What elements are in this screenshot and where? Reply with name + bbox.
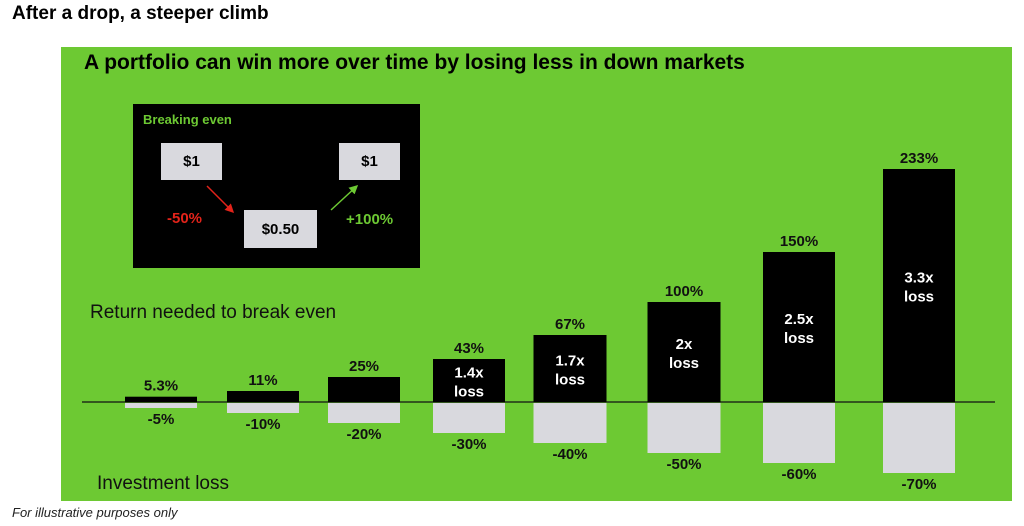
mid-value-box: $0.50	[244, 210, 317, 248]
bar-multiplier-label: loss	[669, 355, 699, 372]
loss-label: -50%	[666, 456, 701, 473]
upper-section-label: Return needed to break even	[90, 302, 337, 323]
loss-bar	[763, 403, 835, 463]
loss-label: -40%	[552, 446, 587, 463]
bar-multiplier-label: 1.7x	[555, 353, 585, 370]
lower-section-label: Investment loss	[97, 473, 229, 494]
bar-multiplier-label: loss	[454, 384, 484, 401]
loss-label: -30%	[451, 436, 486, 453]
loss-bar	[125, 403, 197, 408]
loss-label: -70%	[901, 476, 936, 493]
gain-label: 11%	[248, 372, 277, 389]
gain-label: 5.3%	[144, 378, 178, 395]
gain-bar	[883, 169, 955, 402]
gain-bar	[125, 396, 197, 402]
bar-multiplier-label: loss	[555, 372, 585, 389]
bar-multiplier-label: loss	[904, 289, 934, 306]
gain-label: 150%	[780, 233, 818, 250]
chart-title: A portfolio can win more over time by lo…	[84, 51, 745, 74]
loss-label: -60%	[781, 466, 816, 483]
inset-title: Breaking even	[143, 112, 232, 127]
loss-bar	[328, 403, 400, 423]
loss-bar	[227, 403, 299, 413]
gain-bar	[433, 359, 505, 402]
start-value-box: $1	[161, 143, 222, 180]
bar-multiplier-label: 2.5x	[784, 311, 814, 328]
page-title: After a drop, a steeper climb	[12, 3, 269, 24]
gain-label: 100%	[665, 283, 703, 300]
loss-bar	[883, 403, 955, 473]
loss-label: -10%	[245, 416, 280, 433]
gain-bar	[227, 391, 299, 402]
loss-bar	[647, 403, 721, 453]
gain-label: 43%	[454, 340, 484, 357]
gain-bar	[328, 377, 400, 402]
end-value-box: $1	[339, 143, 400, 180]
gain-label: 25%	[349, 358, 379, 375]
drop-pct: -50%	[167, 210, 203, 227]
gain-bar	[647, 302, 721, 402]
gain-bar	[763, 252, 835, 402]
loss-label: -5%	[148, 411, 175, 428]
bar-multiplier-label: 2x	[676, 336, 693, 353]
gain-bar	[533, 335, 607, 402]
gain-label: 233%	[900, 150, 938, 167]
loss-bar	[533, 403, 607, 443]
bar-multiplier-label: 1.4x	[454, 365, 484, 382]
gain-pct: +100%	[346, 211, 394, 228]
bar-multiplier-label: loss	[784, 330, 814, 347]
gain-label: 67%	[555, 316, 585, 333]
footnote: For illustrative purposes only	[12, 505, 178, 520]
loss-bar	[433, 403, 505, 433]
bar-multiplier-label: 3.3x	[904, 270, 934, 287]
loss-label: -20%	[346, 426, 381, 443]
